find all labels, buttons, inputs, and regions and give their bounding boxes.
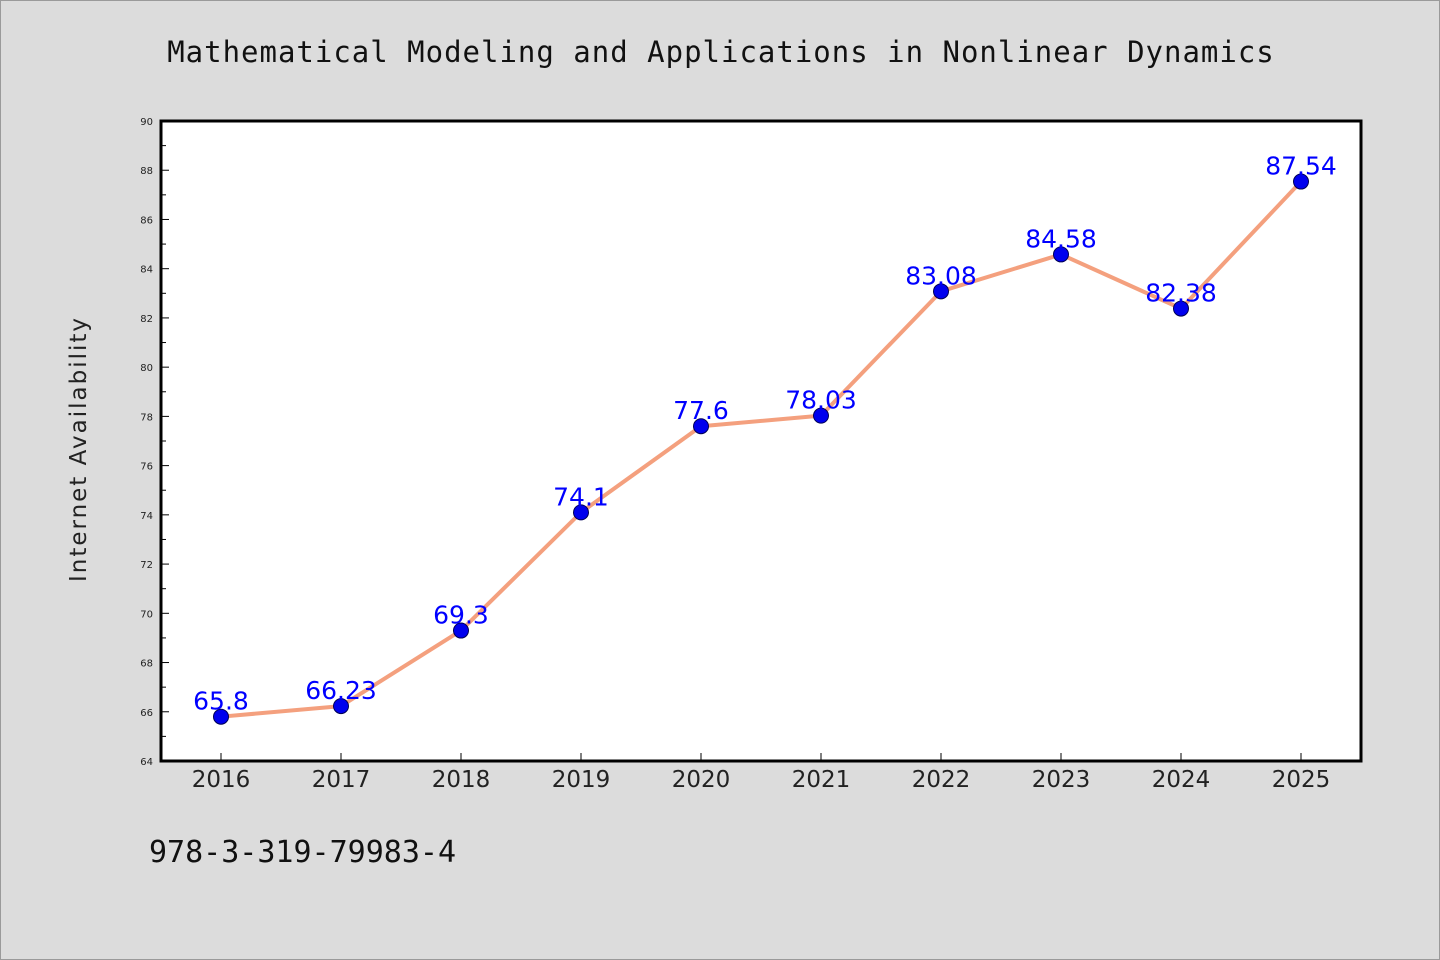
data-point bbox=[573, 504, 589, 521]
y-tick-label: 68 bbox=[140, 659, 153, 670]
data-label: 83.08 bbox=[905, 261, 977, 290]
data-label: 82.38 bbox=[1145, 279, 1217, 308]
isbn-text: 978-3-319-79983-4 bbox=[149, 835, 457, 870]
y-tick-label: 80 bbox=[140, 363, 153, 374]
x-tick-label: 2023 bbox=[1032, 767, 1091, 793]
y-tick-label: 76 bbox=[140, 462, 153, 473]
data-point bbox=[1173, 300, 1189, 317]
y-tick-label: 88 bbox=[140, 166, 153, 177]
data-point bbox=[813, 407, 829, 424]
x-tick-label: 2019 bbox=[552, 767, 611, 793]
data-point bbox=[1293, 173, 1309, 190]
data-label: 84.58 bbox=[1025, 224, 1097, 253]
x-tick-label: 2017 bbox=[312, 767, 371, 793]
data-point bbox=[1053, 246, 1069, 263]
y-axis-ticks: 64 66 68 70 72 74 76 78 80 82 84 86 88 90 bbox=[140, 117, 169, 768]
data-label: 74.1 bbox=[553, 482, 609, 511]
y-tick-label: 66 bbox=[140, 708, 153, 719]
data-point bbox=[453, 622, 469, 639]
plot-area bbox=[159, 119, 1363, 763]
data-label: 78.03 bbox=[785, 386, 857, 415]
data-label: 77.6 bbox=[673, 396, 729, 425]
x-tick-label: 2018 bbox=[432, 767, 491, 793]
chart-title: Mathematical Modeling and Applications i… bbox=[167, 35, 1275, 69]
y-tick-label: 86 bbox=[140, 215, 153, 226]
data-point bbox=[213, 708, 229, 725]
y-tick-label: 74 bbox=[140, 511, 153, 522]
y-tick-label: 70 bbox=[140, 609, 153, 620]
y-tick-label: 82 bbox=[140, 314, 153, 325]
x-tick-label: 2020 bbox=[672, 767, 731, 793]
data-label: 69.3 bbox=[433, 601, 489, 630]
x-tick-label: 2016 bbox=[192, 767, 251, 793]
x-axis-ticks: 2016 2017 2018 2019 2020 2021 2022 2023 2024 2025 bbox=[192, 753, 1331, 793]
y-tick-label: 72 bbox=[140, 560, 153, 571]
data-label: 65.8 bbox=[193, 687, 249, 716]
data-points bbox=[213, 173, 1309, 725]
y-tick-label: 78 bbox=[140, 412, 153, 423]
y-tick-label: 90 bbox=[140, 117, 153, 128]
data-label: 87.54 bbox=[1265, 152, 1337, 181]
data-point bbox=[693, 418, 709, 435]
data-label: 66.23 bbox=[305, 676, 377, 705]
y-tick-label: 64 bbox=[140, 757, 153, 768]
y-tick-label: 84 bbox=[140, 265, 153, 276]
data-point bbox=[933, 283, 949, 300]
data-labels: 65.8 66.23 69.3 74.1 77.6 78.03 83.08 84.58 82.3… bbox=[193, 152, 1337, 716]
x-tick-label: 2021 bbox=[792, 767, 851, 793]
x-tick-label: 2024 bbox=[1152, 767, 1211, 793]
data-point bbox=[333, 698, 349, 715]
series-line bbox=[220, 180, 1303, 719]
x-tick-label: 2025 bbox=[1272, 767, 1331, 793]
x-tick-label: 2022 bbox=[912, 767, 971, 793]
